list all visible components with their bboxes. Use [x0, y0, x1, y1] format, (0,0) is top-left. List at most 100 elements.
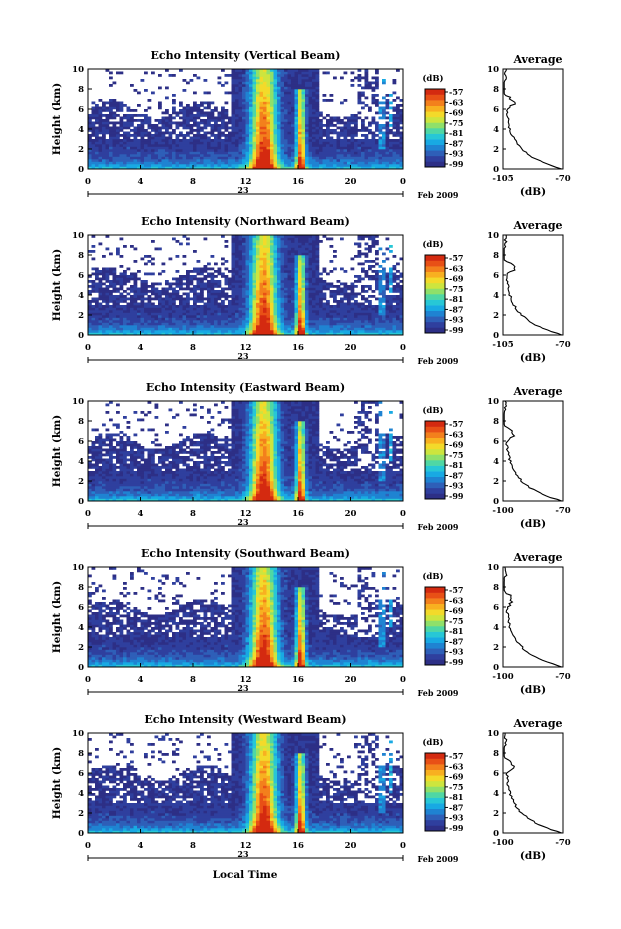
- heatmap-cell: [112, 282, 117, 286]
- heatmap-cell: [137, 129, 141, 132]
- heatmap-cell: [249, 149, 253, 152]
- heatmap-cell: [329, 285, 334, 288]
- heatmap-cell: [147, 124, 152, 127]
- heatmap-cell: [238, 320, 243, 323]
- heatmap-cell: [312, 242, 316, 246]
- heatmap-cell: [123, 161, 127, 165]
- heatmap-cell: [249, 292, 253, 296]
- heatmap-cell: [298, 149, 302, 152]
- heatmap-cell: [245, 146, 250, 150]
- heatmap-cell: [210, 312, 215, 316]
- heatmap-cell: [298, 247, 302, 251]
- heatmap-cell: [343, 141, 348, 145]
- heatmap-cell: [329, 237, 334, 241]
- heatmap-cell: [368, 267, 372, 271]
- heatmap-cell: [151, 272, 155, 276]
- heatmap-cell: [249, 104, 253, 107]
- heatmap-cell: [259, 94, 264, 97]
- heatmap-cell: [116, 300, 120, 303]
- heatmap-cell: [256, 332, 260, 336]
- heatmap-cell: [266, 76, 271, 80]
- heatmap-cell: [312, 325, 316, 328]
- heatmap-cell: [172, 277, 176, 281]
- heatmap-cell: [371, 277, 376, 281]
- heatmap-cell: [294, 159, 299, 162]
- heatmap-cell: [340, 129, 344, 132]
- heatmap-cell: [392, 126, 397, 130]
- heatmap-cell: [193, 119, 197, 122]
- heatmap-cell: [329, 146, 334, 150]
- heatmap-cell: [151, 320, 155, 323]
- heatmap-cell: [364, 305, 369, 308]
- heatmap-cell: [256, 270, 260, 273]
- heatmap-cell: [273, 106, 278, 110]
- colorbar-tick-label: -63: [449, 97, 464, 107]
- heatmap-cell: [287, 280, 292, 283]
- heatmap-cell: [137, 144, 141, 147]
- heatmap-cell: [280, 104, 285, 107]
- heatmap-cell: [347, 131, 351, 135]
- heatmap-cell: [98, 149, 103, 152]
- heatmap-cell: [119, 287, 124, 291]
- heatmap-cell: [347, 134, 351, 137]
- heatmap-cell: [214, 109, 218, 112]
- heatmap-cell: [364, 126, 369, 130]
- heatmap-cell: [336, 325, 341, 328]
- heatmap-cell: [112, 322, 117, 326]
- heatmap-cell: [168, 257, 173, 261]
- heatmap-cell: [123, 332, 127, 336]
- heatmap-cell: [112, 272, 117, 276]
- heatmap-cell: [165, 119, 169, 122]
- heatmap-cell: [301, 290, 306, 293]
- heatmap-cell: [277, 116, 281, 120]
- heatmap-cell: [137, 270, 141, 273]
- heatmap-cell: [305, 139, 309, 142]
- heatmap-cell: [249, 240, 253, 243]
- heatmap-cell: [231, 76, 236, 80]
- heatmap-cell: [305, 89, 309, 92]
- heatmap-cell: [235, 159, 239, 162]
- heatmap-cell: [203, 287, 208, 291]
- heatmap-cell: [119, 310, 124, 313]
- panel-title: Echo Intensity (Vertical Beam): [150, 49, 340, 62]
- heatmap-cell: [95, 290, 99, 293]
- heatmap-cell: [364, 325, 369, 328]
- heatmap-cell: [224, 332, 229, 336]
- heatmap-cell: [396, 134, 400, 137]
- heatmap-cell: [361, 297, 365, 301]
- heatmap-cell: [280, 164, 285, 167]
- heatmap-cell: [235, 94, 239, 97]
- heatmap-cell: [329, 139, 334, 142]
- heatmap-cell: [280, 325, 285, 328]
- heatmap-cell: [259, 310, 264, 313]
- heatmap-cell: [91, 164, 96, 167]
- heatmap-cell: [133, 277, 138, 281]
- heatmap-cell: [228, 317, 232, 321]
- heatmap-cell: [273, 332, 278, 336]
- heatmap-cell: [301, 129, 306, 132]
- heatmap-cell: [88, 332, 92, 336]
- heatmap-cell: [217, 161, 222, 165]
- heatmap-cell: [179, 317, 183, 321]
- heatmap-cell: [280, 111, 285, 115]
- heatmap-cell: [252, 154, 257, 157]
- heatmap-cell: [200, 317, 204, 321]
- heatmap-cell: [315, 317, 320, 321]
- heatmap-cell: [126, 124, 131, 127]
- heatmap-cell: [315, 94, 320, 97]
- heatmap-cell: [315, 280, 320, 283]
- heatmap-cell: [277, 277, 281, 281]
- heatmap-cell: [182, 89, 187, 92]
- heatmap-cell: [354, 114, 358, 117]
- heatmap-cell: [147, 317, 152, 321]
- heatmap-cell: [231, 322, 236, 326]
- heatmap-cell: [109, 161, 113, 165]
- heatmap-cell: [196, 320, 201, 323]
- heatmap-cell: [357, 146, 362, 150]
- heatmap-cell: [263, 144, 267, 147]
- heatmap-cell: [291, 265, 295, 268]
- heatmap-cell: [249, 270, 253, 273]
- heatmap-cell: [364, 71, 369, 75]
- heatmap-cell: [235, 295, 239, 298]
- heatmap-cell: [137, 114, 141, 117]
